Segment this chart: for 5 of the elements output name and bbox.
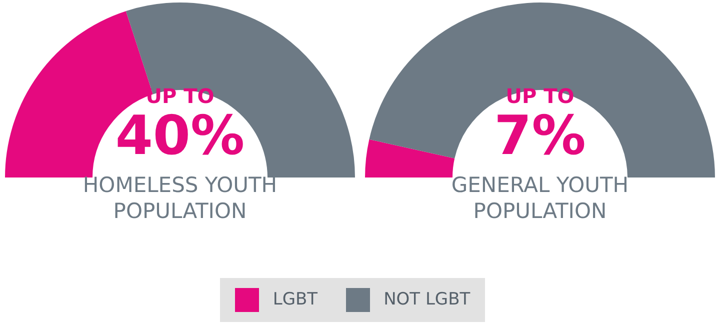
text: 40% (114, 104, 246, 167)
legend-label: NOT LGBT (382, 288, 470, 312)
text: HOMELESS YOUTH POPULATION (82, 172, 278, 224)
text: GENERAL YOUTH POPULATION (450, 172, 630, 224)
legend-label: LGBT (272, 288, 318, 312)
